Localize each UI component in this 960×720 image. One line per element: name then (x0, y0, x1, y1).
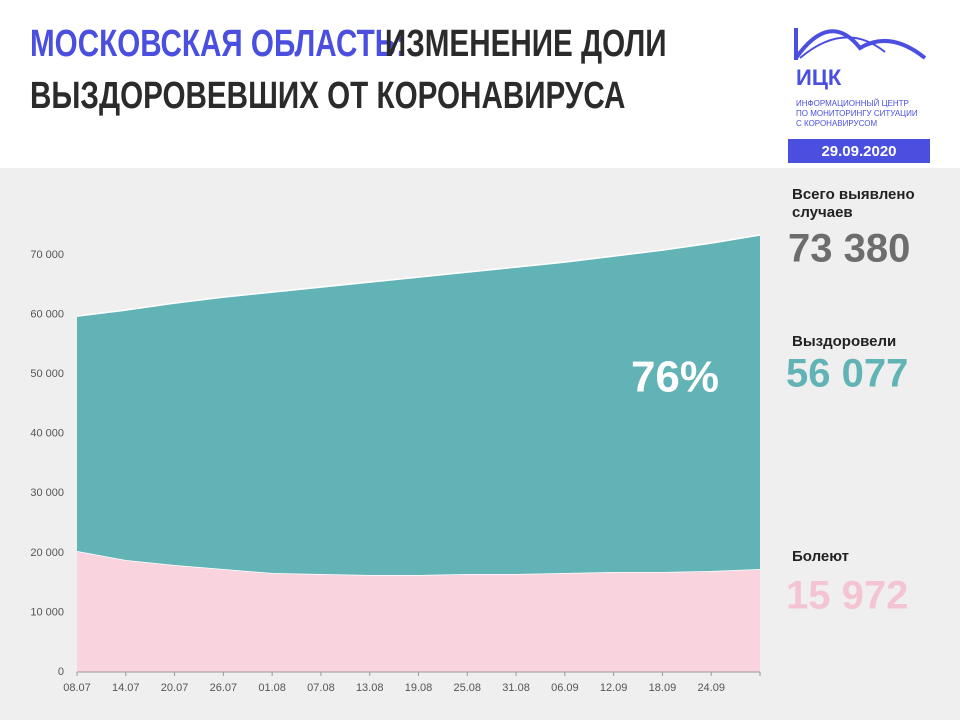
y-tick-label: 20 000 (30, 547, 64, 559)
annotation: 76% (631, 353, 719, 402)
date-badge (788, 139, 930, 163)
title: ИЗМЕНЕНИЕ ДОЛИ (385, 23, 667, 65)
logo: ИЦК ИНФОРМАЦИОННЫЙ ЦЕНТР ПО МОНИТОРИНГУ … (788, 28, 930, 163)
stat-value: 15 972 (786, 574, 908, 618)
logo-text: ИЦК (796, 65, 842, 90)
x-tick-label: 19.08 (405, 682, 433, 694)
logo-caption: С КОРОНАВИРУСОМ (796, 119, 877, 128)
title: ВЫЗДОРОВЕВШИХ ОТ КОРОНАВИРУСА (30, 75, 625, 117)
x-tick-label: 08.07 (63, 682, 91, 694)
side-panel: Всего выявлено случаев 73 380 Выздоровел… (786, 186, 915, 618)
stat-label: Всего выявлено (792, 186, 915, 203)
area-edge (76, 234, 761, 317)
y-tick-label: 40 000 (30, 428, 64, 440)
y-tick-label: 0 (58, 666, 64, 678)
x-tick-label: 25.08 (454, 682, 482, 694)
logo-caption: ПО МОНИТОРИНГУ СИТУАЦИИ (796, 109, 918, 118)
plot: 0 10 000 20 000 30 000 40 000 50 000 60 000 70 … (30, 234, 761, 694)
stat-value: 56 077 (786, 352, 908, 396)
x-tick-label: 07.08 (307, 682, 335, 694)
date: 29.09.2020 (821, 143, 896, 160)
title-highlight: МОСКОВСКАЯ ОБЛАСТЬ: (30, 23, 406, 65)
stat-value: 73 380 (788, 227, 910, 271)
logo-caption: ИНФОРМАЦИОННЫЙ ЦЕНТР (796, 99, 909, 108)
x-tick-label: 26.07 (210, 682, 238, 694)
stat-label: случаев (792, 204, 853, 221)
x-tick-label: 13.08 (356, 682, 384, 694)
stat-label: Выздоровели (792, 333, 896, 350)
x-tick-label: 12.09 (600, 682, 628, 694)
area (77, 235, 760, 576)
x-tick-label: 06.09 (551, 682, 579, 694)
x-tick-label: 01.08 (258, 682, 286, 694)
x-tick-label: 20.07 (161, 682, 189, 694)
y-tick-label: 60 000 (30, 309, 64, 321)
logo-mark (794, 28, 927, 60)
x-tick-label: 18.09 (649, 682, 677, 694)
stat-label: Болеют (792, 548, 849, 565)
x-tick-label: 31.08 (502, 682, 530, 694)
area (77, 551, 760, 672)
y-tick-label: 30 000 (30, 487, 64, 499)
y-tick-label: 10 000 (30, 606, 64, 618)
x-tick-label: 24.09 (697, 682, 725, 694)
x-tick-label: 14.07 (112, 682, 140, 694)
logo-mark (799, 36, 886, 59)
y-tick-label: 50 000 (30, 368, 64, 380)
y-tick-label: 70 000 (30, 249, 64, 261)
